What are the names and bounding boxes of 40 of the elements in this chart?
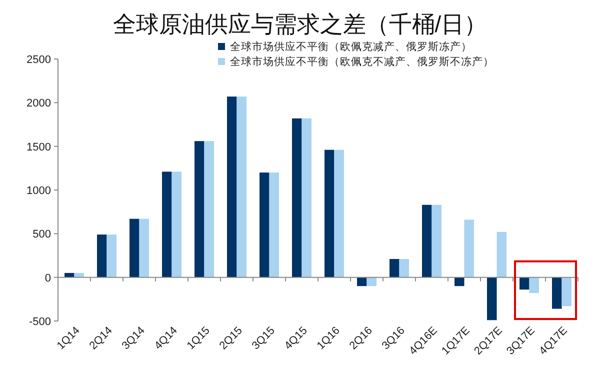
bar <box>139 218 149 278</box>
y-tick-label: -500 <box>28 316 51 328</box>
bar <box>292 118 302 278</box>
bar <box>324 150 334 278</box>
bar <box>172 172 182 278</box>
bar <box>106 234 116 278</box>
bar <box>194 141 204 278</box>
y-tick-label: 2500 <box>26 54 51 66</box>
bar <box>562 277 572 306</box>
legend-label: 全球市场供应不平衡（欧佩克减产、俄罗斯冻产） <box>230 40 472 53</box>
y-tick-label: 0 <box>44 272 51 284</box>
y-tick-label: 1000 <box>26 185 51 197</box>
bar <box>454 277 464 286</box>
bar <box>496 232 506 278</box>
bar <box>97 234 107 278</box>
bar <box>422 204 432 278</box>
bar <box>487 277 497 320</box>
bar <box>227 96 237 278</box>
bar <box>552 277 562 309</box>
bar <box>260 172 270 278</box>
bar <box>269 172 279 278</box>
bar <box>357 277 367 286</box>
bar <box>64 272 74 278</box>
bar <box>302 118 312 278</box>
y-tick-label: 2000 <box>26 98 51 110</box>
bar <box>432 204 442 278</box>
bar <box>204 141 214 278</box>
bar <box>236 96 246 278</box>
bar <box>399 258 409 278</box>
y-tick-label: 1500 <box>26 141 51 154</box>
bar <box>529 277 539 294</box>
legend-label: 全球市场供应不平衡（欧佩克不减产、俄罗斯不冻产） <box>230 55 494 68</box>
y-tick-label: 500 <box>32 228 51 241</box>
chart-title: 全球原油供应与需求之差（千桶/日） <box>112 11 488 37</box>
bar <box>130 218 140 278</box>
bar <box>464 220 474 278</box>
bar <box>334 150 344 278</box>
bar <box>520 277 530 290</box>
bar <box>162 172 172 278</box>
bar <box>390 258 400 278</box>
